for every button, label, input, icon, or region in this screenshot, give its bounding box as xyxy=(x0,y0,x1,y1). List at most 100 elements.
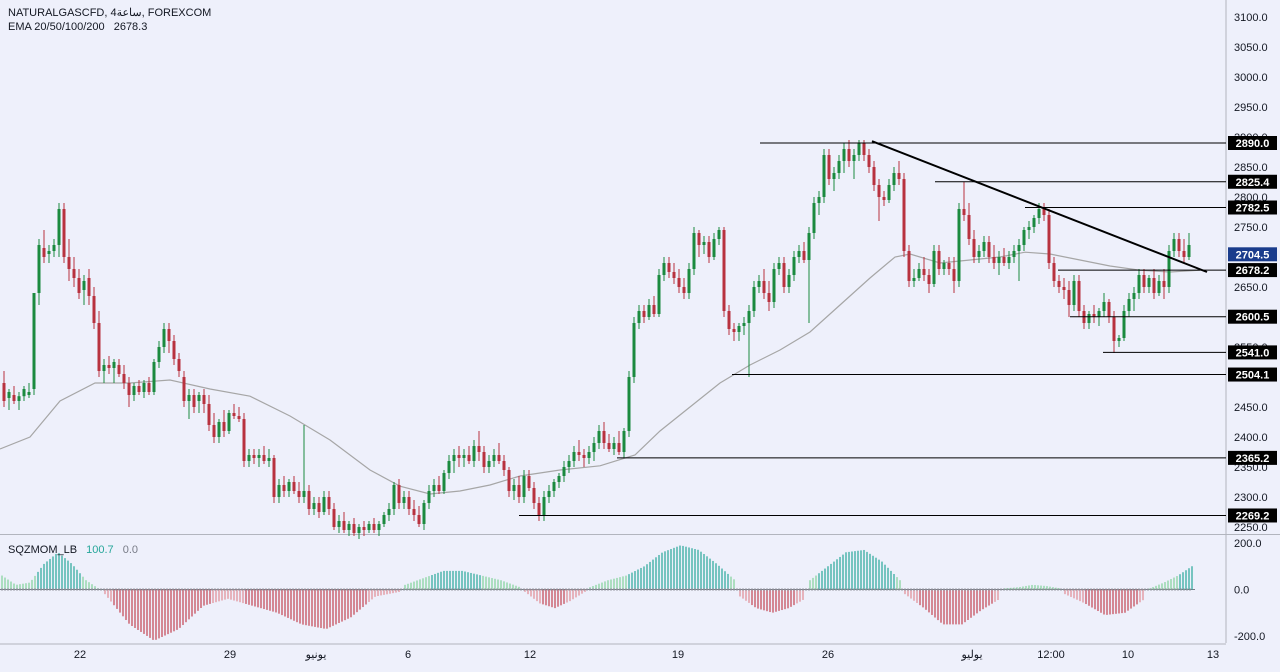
squeeze-dot xyxy=(1084,588,1086,591)
squeeze-dot xyxy=(988,588,990,591)
candle-up xyxy=(157,347,161,362)
candle-down xyxy=(897,173,901,179)
squeeze-dot xyxy=(427,588,429,591)
squeeze-dot xyxy=(742,588,744,591)
candle-down xyxy=(137,386,141,392)
squeeze-dot xyxy=(88,588,90,591)
candle-up xyxy=(197,395,201,401)
squeeze-dot xyxy=(250,588,252,591)
squeeze-dot xyxy=(418,588,420,591)
squeeze-dot xyxy=(460,588,462,591)
squeeze-dot xyxy=(667,588,669,591)
squeeze-dot xyxy=(421,588,423,591)
squeeze-dot xyxy=(1054,588,1056,591)
squeeze-dot xyxy=(226,588,228,591)
squeeze-dot xyxy=(805,588,807,591)
candle-down xyxy=(877,185,881,197)
squeeze-dot xyxy=(916,588,918,591)
squeeze-dot xyxy=(67,588,69,591)
squeeze-dot xyxy=(1057,588,1059,591)
candle-up xyxy=(472,446,476,461)
squeeze-dot xyxy=(856,588,858,591)
candle-down xyxy=(352,524,356,533)
candle-up xyxy=(787,275,791,287)
candle-down xyxy=(967,215,971,239)
candle-up xyxy=(702,242,706,245)
squeeze-dot xyxy=(10,588,12,591)
candle-up xyxy=(797,251,801,257)
squeeze-dot xyxy=(496,588,498,591)
candle-up xyxy=(227,413,231,431)
candle-up xyxy=(17,396,21,401)
candle-down xyxy=(1152,278,1156,293)
squeeze-dot xyxy=(475,588,477,591)
candle-down xyxy=(457,455,461,458)
squeeze-dot xyxy=(82,588,84,591)
candle-up xyxy=(717,230,721,239)
squeeze-dot xyxy=(970,588,972,591)
squeeze-dot xyxy=(865,588,867,591)
time-tick-label: 26 xyxy=(822,649,834,661)
squeeze-dot xyxy=(688,588,690,591)
squeeze-dot xyxy=(217,588,219,591)
squeeze-dot xyxy=(571,588,573,591)
squeeze-dot xyxy=(97,588,99,591)
candle-down xyxy=(677,278,681,287)
candle-down xyxy=(327,497,331,509)
price-tick-label: 2850.0 xyxy=(1234,162,1268,174)
price-level-label: 2782.5 xyxy=(1236,203,1270,215)
squeeze-dot xyxy=(1069,588,1071,591)
oscillator-tick-label: 200.0 xyxy=(1234,538,1262,550)
candle-up xyxy=(452,455,456,461)
squeeze-dot xyxy=(1006,588,1008,591)
squeeze-dot xyxy=(442,588,444,591)
time-tick-label: 10 xyxy=(1122,649,1134,661)
candle-up xyxy=(487,461,491,467)
squeeze-dot xyxy=(520,588,522,591)
squeeze-dot xyxy=(622,588,624,591)
squeeze-dot xyxy=(796,588,798,591)
squeeze-dot xyxy=(319,588,321,591)
squeeze-dot xyxy=(757,588,759,591)
squeeze-dot xyxy=(1003,588,1005,591)
price-level-label-bg xyxy=(1228,309,1277,324)
candle-up xyxy=(267,458,271,461)
squeeze-dot xyxy=(613,588,615,591)
squeeze-dot xyxy=(412,588,414,591)
squeeze-dot xyxy=(568,588,570,591)
squeeze-dot xyxy=(1021,588,1023,591)
squeeze-dot xyxy=(355,588,357,591)
candle-up xyxy=(832,173,836,179)
squeeze-dot xyxy=(202,588,204,591)
squeeze-dot xyxy=(706,588,708,591)
squeeze-dot xyxy=(1093,588,1095,591)
candle-down xyxy=(2,383,6,401)
squeeze-dot xyxy=(376,588,378,591)
squeeze-dot xyxy=(127,588,129,591)
candle-up xyxy=(247,455,251,461)
squeeze-dot xyxy=(766,588,768,591)
squeeze-dot xyxy=(1009,588,1011,591)
price-level-label-bg xyxy=(1228,263,1277,278)
candle-up xyxy=(402,497,406,503)
squeeze-dot xyxy=(310,588,312,591)
squeeze-dot xyxy=(607,588,609,591)
squeeze-dot xyxy=(1024,588,1026,591)
squeeze-dot xyxy=(829,588,831,591)
candle-down xyxy=(127,383,131,395)
squeeze-dot xyxy=(964,588,966,591)
candle-down xyxy=(672,272,676,278)
squeeze-dot xyxy=(439,588,441,591)
candle-up xyxy=(217,422,221,437)
squeeze-dot xyxy=(190,588,192,591)
candle-down xyxy=(207,404,211,425)
candle-up xyxy=(1012,251,1016,257)
squeeze-dot xyxy=(1141,588,1143,591)
squeeze-dot xyxy=(919,588,921,591)
price-level-label: 2541.0 xyxy=(1236,347,1270,359)
squeeze-dot xyxy=(169,588,171,591)
candle-up xyxy=(52,245,56,251)
candle-up xyxy=(612,443,616,449)
